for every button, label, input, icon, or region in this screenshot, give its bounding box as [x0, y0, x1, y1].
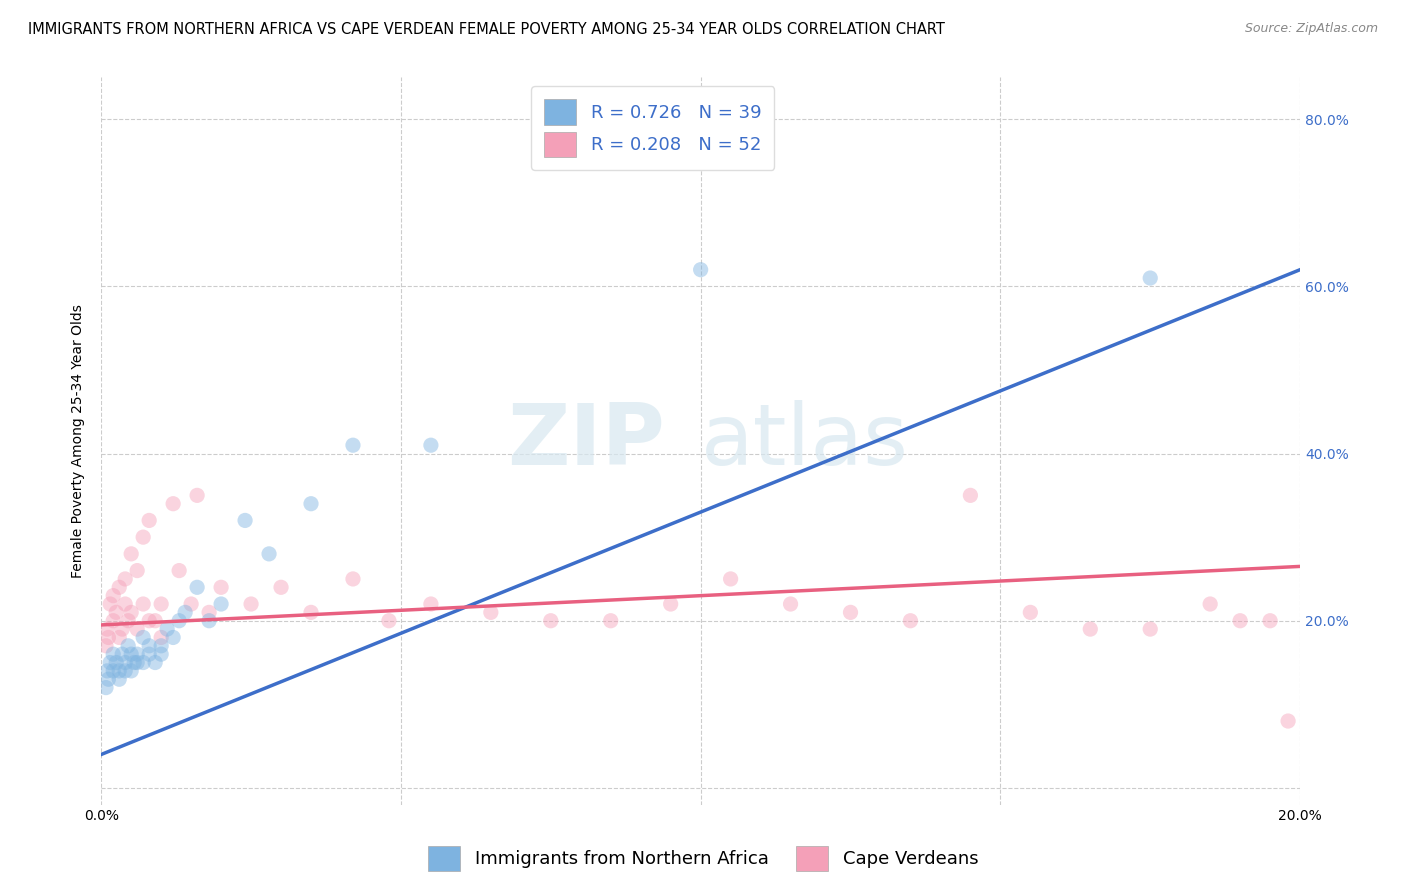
- Point: [479, 606, 502, 620]
- Point: [96, 622, 118, 636]
- Point: [299, 497, 322, 511]
- Point: [198, 606, 221, 620]
- Text: ZIP: ZIP: [508, 400, 665, 483]
- Point: [127, 622, 149, 636]
- Point: [132, 530, 155, 544]
- Point: [240, 597, 263, 611]
- Point: [132, 631, 155, 645]
- Point: [117, 639, 139, 653]
- Point: [94, 639, 117, 653]
- Point: [143, 614, 166, 628]
- Point: [103, 664, 125, 678]
- Point: [1199, 597, 1222, 611]
- Point: [209, 580, 232, 594]
- Point: [96, 664, 118, 678]
- Point: [167, 614, 190, 628]
- Point: [132, 597, 155, 611]
- Point: [299, 606, 322, 620]
- Point: [720, 572, 742, 586]
- Point: [419, 597, 441, 611]
- Point: [540, 614, 562, 628]
- Point: [94, 681, 117, 695]
- Point: [959, 488, 981, 502]
- Point: [186, 580, 208, 594]
- Point: [108, 664, 131, 678]
- Point: [156, 622, 179, 636]
- Point: [103, 614, 125, 628]
- Point: [127, 656, 149, 670]
- Legend: Immigrants from Northern Africa, Cape Verdeans: Immigrants from Northern Africa, Cape Ve…: [420, 838, 986, 879]
- Point: [97, 672, 120, 686]
- Point: [127, 647, 149, 661]
- Point: [174, 606, 197, 620]
- Point: [138, 647, 160, 661]
- Text: IMMIGRANTS FROM NORTHERN AFRICA VS CAPE VERDEAN FEMALE POVERTY AMONG 25-34 YEAR : IMMIGRANTS FROM NORTHERN AFRICA VS CAPE …: [28, 22, 945, 37]
- Point: [120, 647, 142, 661]
- Point: [150, 631, 173, 645]
- Point: [138, 513, 160, 527]
- Point: [111, 622, 134, 636]
- Point: [108, 631, 131, 645]
- Point: [270, 580, 292, 594]
- Point: [120, 664, 142, 678]
- Point: [150, 639, 173, 653]
- Point: [114, 597, 136, 611]
- Point: [1229, 614, 1251, 628]
- Text: Source: ZipAtlas.com: Source: ZipAtlas.com: [1244, 22, 1378, 36]
- Point: [105, 606, 128, 620]
- Y-axis label: Female Poverty Among 25-34 Year Olds: Female Poverty Among 25-34 Year Olds: [72, 304, 86, 578]
- Point: [114, 656, 136, 670]
- Point: [1078, 622, 1101, 636]
- Point: [108, 672, 131, 686]
- Point: [209, 597, 232, 611]
- Point: [98, 597, 121, 611]
- Point: [1277, 714, 1299, 728]
- Point: [122, 656, 145, 670]
- Point: [150, 597, 173, 611]
- Point: [180, 597, 202, 611]
- Point: [98, 656, 121, 670]
- Point: [108, 580, 131, 594]
- Point: [1019, 606, 1042, 620]
- Point: [150, 647, 173, 661]
- Point: [111, 647, 134, 661]
- Point: [162, 497, 184, 511]
- Point: [167, 564, 190, 578]
- Point: [143, 656, 166, 670]
- Point: [779, 597, 801, 611]
- Point: [132, 656, 155, 670]
- Point: [378, 614, 401, 628]
- Point: [103, 647, 125, 661]
- Point: [117, 614, 139, 628]
- Point: [900, 614, 922, 628]
- Point: [127, 564, 149, 578]
- Point: [257, 547, 280, 561]
- Point: [419, 438, 441, 452]
- Point: [114, 572, 136, 586]
- Point: [97, 631, 120, 645]
- Point: [138, 639, 160, 653]
- Point: [1258, 614, 1281, 628]
- Point: [138, 614, 160, 628]
- Point: [599, 614, 621, 628]
- Point: [689, 262, 711, 277]
- Point: [103, 589, 125, 603]
- Point: [839, 606, 862, 620]
- Legend: R = 0.726   N = 39, R = 0.208   N = 52: R = 0.726 N = 39, R = 0.208 N = 52: [531, 87, 775, 170]
- Point: [120, 606, 142, 620]
- Point: [1139, 271, 1161, 285]
- Point: [342, 438, 364, 452]
- Point: [114, 664, 136, 678]
- Point: [105, 656, 128, 670]
- Point: [659, 597, 682, 611]
- Point: [1139, 622, 1161, 636]
- Text: atlas: atlas: [700, 400, 908, 483]
- Point: [233, 513, 256, 527]
- Point: [198, 614, 221, 628]
- Point: [120, 547, 142, 561]
- Point: [342, 572, 364, 586]
- Point: [162, 631, 184, 645]
- Point: [186, 488, 208, 502]
